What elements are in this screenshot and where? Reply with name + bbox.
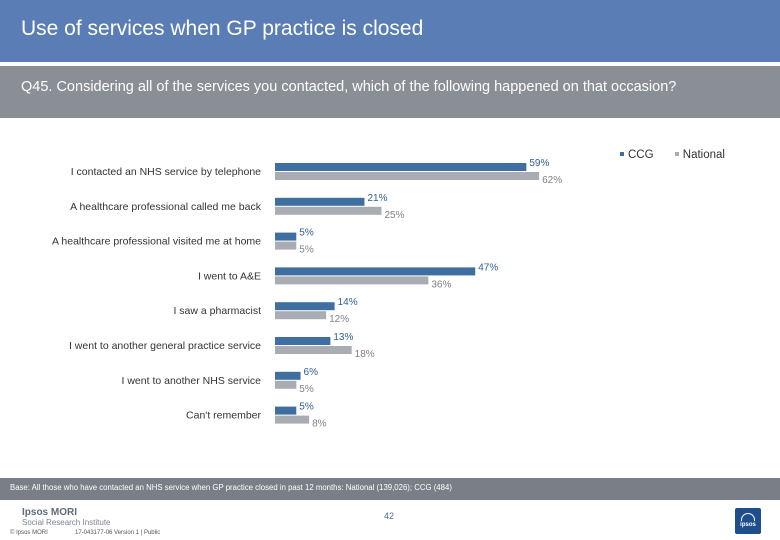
ipsos-logo-word: ipsos — [740, 522, 756, 528]
bar-ccg — [275, 302, 335, 311]
category-label: I went to another NHS service — [122, 375, 262, 387]
data-label-national: 8% — [312, 419, 327, 430]
data-label-national: 62% — [542, 175, 562, 186]
page-number: 42 — [384, 511, 395, 521]
ipsos-logo-arc — [741, 513, 755, 521]
chart-row-5: I saw a pharmacist 14% 12% — [173, 297, 357, 325]
data-label-ccg: 5% — [299, 228, 314, 239]
ipsos-logo-icon: ipsos — [735, 508, 761, 534]
copyright-text: © Ipsos MORI — [10, 530, 48, 536]
chart-row-8: Can't remember 5% 8% — [186, 402, 327, 430]
bar-national — [275, 276, 429, 285]
social-research-institute-text: Social Research Institute — [22, 518, 111, 527]
category-label: A healthcare professional called me back — [70, 201, 262, 213]
bar-national — [275, 415, 310, 424]
job-reference-text: 17-043177-06 Version 1 | Public — [75, 530, 161, 536]
data-label-national: 36% — [431, 279, 451, 290]
data-label-ccg: 6% — [304, 367, 319, 378]
data-label-ccg: 21% — [367, 193, 387, 204]
chart-row-4: I went to A&E 47% 36% — [198, 262, 498, 290]
bar-ccg — [275, 232, 297, 241]
bar-national — [275, 172, 540, 180]
legend-label-national: National — [682, 149, 725, 161]
data-label-national: 5% — [299, 245, 314, 256]
category-label: I saw a pharmacist — [173, 305, 261, 317]
bar-ccg — [275, 406, 297, 415]
chart-row-2: A healthcare professional called me back… — [70, 193, 404, 221]
legend-swatch-national — [674, 151, 679, 156]
slide-footer: Ipsos MORI Social Research Institute © I… — [0, 500, 780, 540]
data-label-ccg: 14% — [338, 297, 358, 308]
data-label-ccg: 13% — [333, 332, 353, 343]
chart-row-3: A healthcare professional visited me at … — [52, 228, 314, 256]
bar-national — [275, 241, 297, 250]
ipsos-mori-logo-text: Ipsos MORI — [22, 507, 78, 518]
bar-ccg — [275, 163, 527, 171]
bar-national — [275, 311, 327, 320]
data-label-ccg: 59% — [529, 158, 549, 169]
bar-national — [275, 206, 382, 215]
data-label-national: 5% — [299, 384, 314, 395]
category-label: I contacted an NHS service by telephone — [71, 166, 261, 178]
data-label-national: 25% — [385, 210, 405, 221]
category-label: Can't remember — [186, 410, 261, 422]
category-label: I went to A&E — [198, 270, 261, 282]
bar-ccg — [275, 197, 365, 206]
legend-item-ccg: CCG — [620, 149, 654, 161]
data-label-national: 12% — [329, 314, 349, 325]
bar-ccg — [275, 267, 476, 276]
legend-swatch-ccg — [620, 151, 624, 156]
base-note-bar: Base: All those who have contacted an NH… — [0, 478, 780, 500]
data-label-national: 18% — [355, 349, 375, 360]
legend-label-ccg: CCG — [628, 149, 654, 161]
chart-row-1: I contacted an NHS service by telephone 5… — [71, 158, 563, 186]
question-text: Q45. Considering all of the services you… — [21, 79, 677, 95]
bar-ccg — [275, 371, 301, 380]
legend-item-national: National — [674, 149, 725, 161]
data-label-ccg: 47% — [478, 262, 498, 273]
base-note: Base: All those who have contacted an NH… — [10, 483, 452, 492]
bar-national — [275, 380, 297, 389]
bar-chart: I contacted an NHS service by telephone 5… — [52, 158, 563, 430]
chart-row-7: I went to another NHS service 6% 5% — [122, 367, 319, 395]
bar-national — [275, 346, 352, 354]
question-bar: Q45. Considering all of the services you… — [0, 66, 780, 118]
category-label: A healthcare professional visited me at … — [52, 236, 261, 248]
slide-title: Use of services when GP practice is clos… — [21, 17, 424, 40]
chart-legend: CCG National — [620, 149, 743, 161]
bar-ccg — [275, 337, 331, 345]
data-label-ccg: 5% — [299, 402, 314, 413]
title-bar: Use of services when GP practice is clos… — [0, 0, 780, 62]
chart-row-6: I went to another general practice servi… — [69, 332, 375, 360]
category-label: I went to another general practice servi… — [69, 340, 261, 352]
